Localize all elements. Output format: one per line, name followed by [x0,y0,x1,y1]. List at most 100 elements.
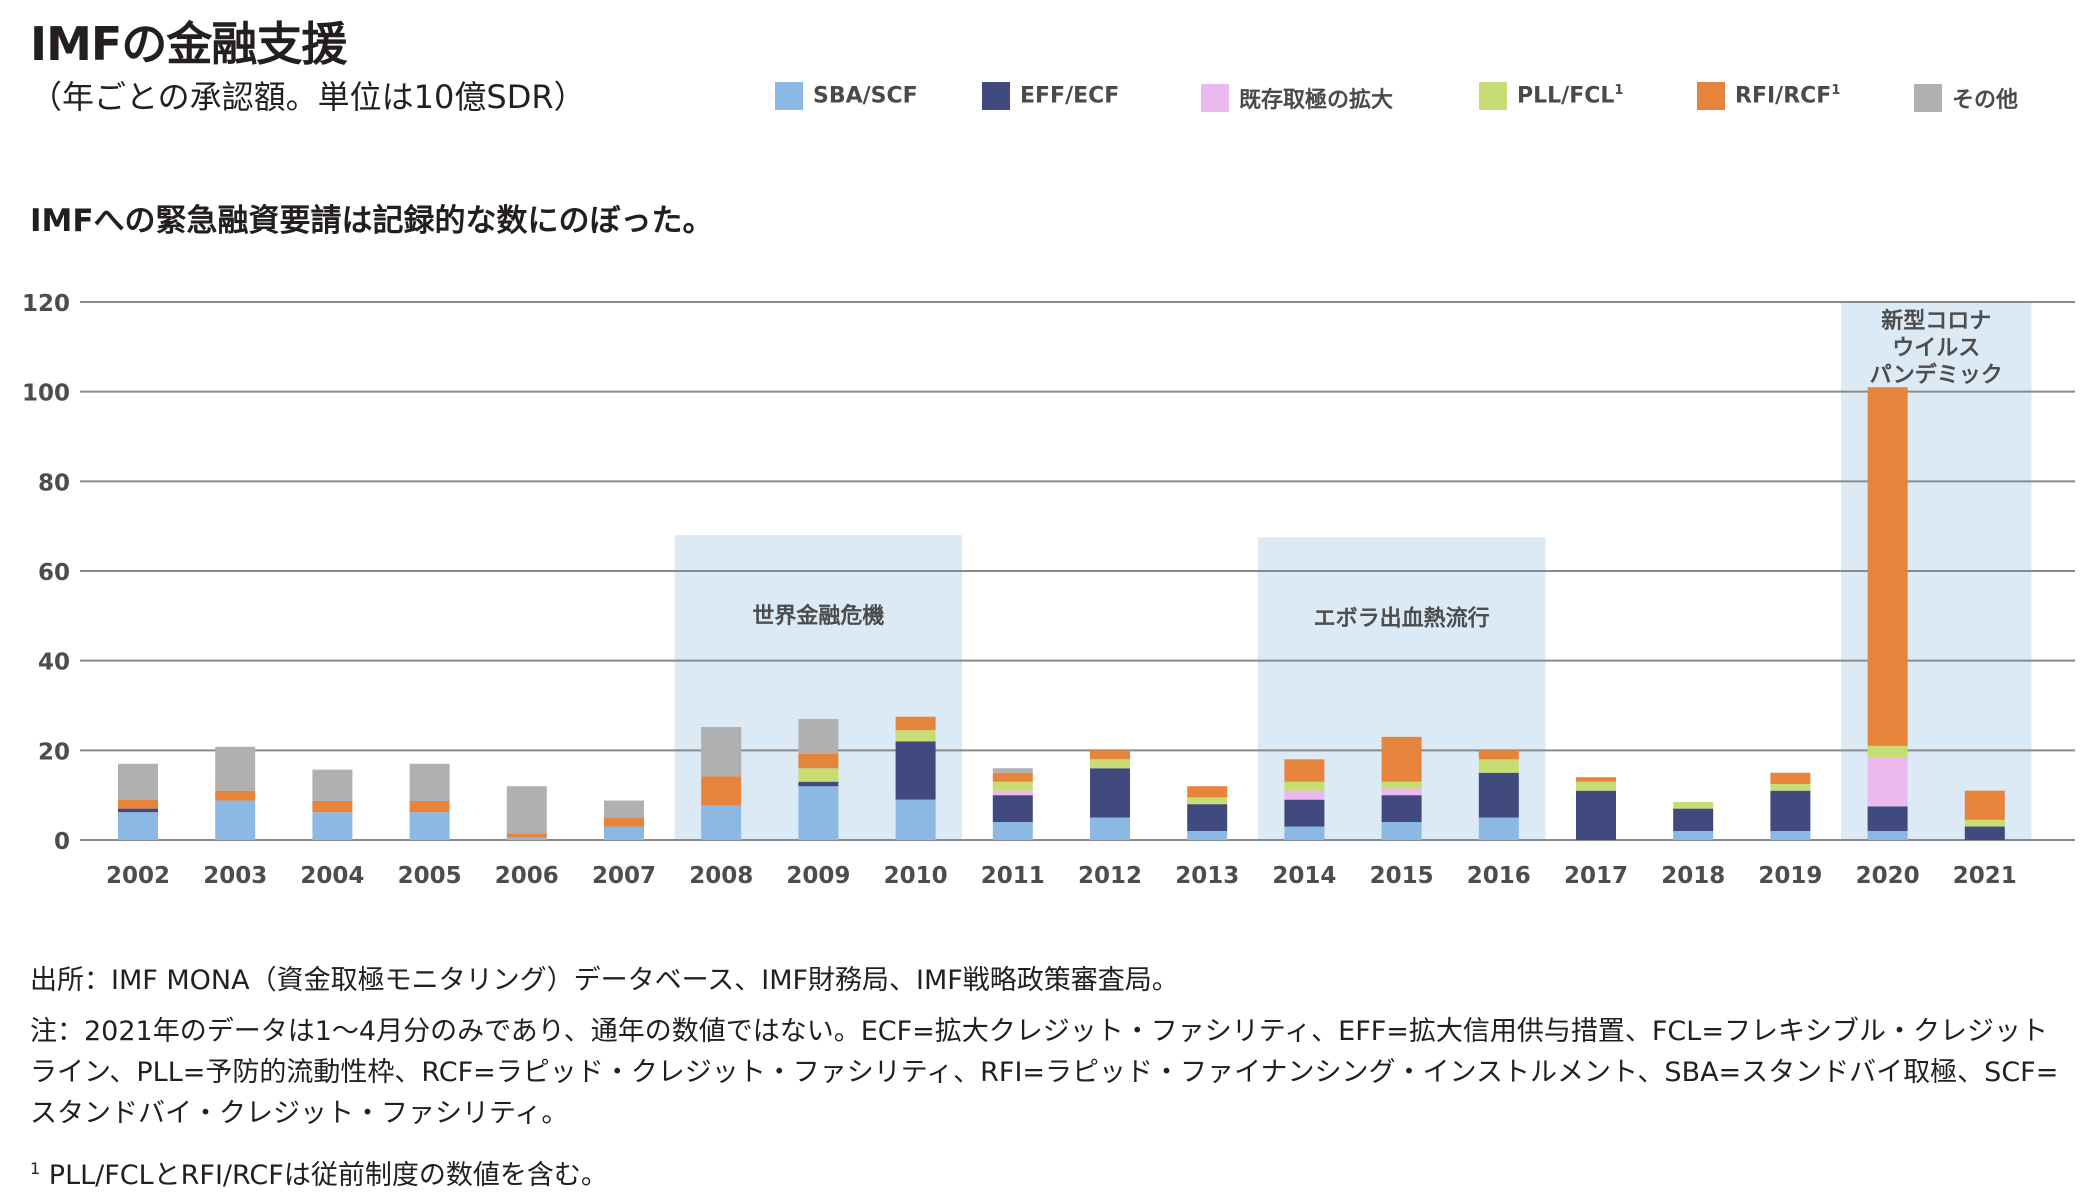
bar-segment [992,790,1033,796]
bar-segment [1187,786,1228,798]
bar-segment [992,795,1033,823]
bar-segment [1381,781,1422,789]
bar-segment [798,786,839,840]
legend-swatch [982,82,1010,110]
bar-segment [1867,757,1908,807]
legend-label: PLL/FCL1 [1517,83,1624,109]
abbreviation-note: 注：2021年のデータは1～4月分のみであり、通年の数値ではない。ECF=拡大ク… [30,1016,2059,1129]
x-tick-label: 2004 [300,863,364,889]
band-label: 世界金融危機 [752,603,884,629]
y-tick-label: 20 [38,739,70,765]
bar-segment [1284,826,1325,840]
x-tick-label: 2008 [689,863,753,889]
bar-segment [1673,801,1714,809]
legend-swatch [1479,82,1507,110]
bar-segment [1284,799,1325,827]
legend-label: EFF/ECF [1020,83,1120,109]
bar-segment [1964,790,2005,820]
y-tick-label: 120 [22,291,70,317]
legend-label: 既存取極の拡大 [1239,88,1394,113]
page-title: IMFの金融支援 [30,17,347,71]
bar-segment [1770,831,1811,840]
legend-label: RFI/RCF1 [1735,83,1841,109]
legend-item-eff-ecf: EFF/ECF [982,82,1119,110]
bar-segment [1770,772,1811,784]
x-tick-label: 2012 [1078,863,1142,889]
chart-notes: 出所：IMF MONA（資金取極モニタリング）データベース、IMF財務局、IMF… [30,960,2070,1144]
x-tick-label: 2021 [1953,863,2017,889]
bar-segment [215,790,256,801]
bar-segment [506,837,547,840]
bar-segment [1381,822,1422,840]
bar-segment [1284,781,1325,791]
x-tick-label: 2011 [981,863,1045,889]
legend-item-sba-scf: SBA/SCF [775,82,918,110]
footnote-text: PLL/FCLとRFI/RCFは従前制度の数値を含む。 [48,1160,608,1191]
bar-segment [701,727,742,777]
bar-segment [506,833,547,838]
bar-segment [1770,783,1811,791]
x-tick-label: 2007 [592,863,656,889]
legend-label: その他 [1952,88,2019,113]
bar-segment [506,786,547,834]
bar-segment [118,763,158,800]
bar-segment [1867,806,1908,832]
bar-segment [312,769,353,801]
y-tick-label: 40 [38,650,70,676]
bar-segment [1576,781,1616,791]
legend-item-rfi-rcf: RFI/RCF1 [1697,82,1840,110]
bar-segment [798,753,839,769]
bar-segment [798,781,839,787]
bar-segment [1478,759,1519,773]
bar-segment [1381,736,1422,782]
x-tick-label: 2017 [1564,863,1628,889]
legend-swatch [1697,82,1725,110]
bar-segment [992,772,1033,782]
bar-segment [701,805,742,840]
legend-item-extension: 既存取極の拡大 [1201,82,1393,114]
bar-segment [798,768,839,782]
bar-segment [1090,759,1130,769]
y-tick-label: 100 [22,381,70,407]
stacked-bar-chart: 0 20 40 60 80 100 120 2002 2003 2004 2005 2006 2007 2… [22,291,2075,889]
bar-segment [798,718,839,754]
bar-segment [1381,795,1422,823]
bar-segment [604,817,644,827]
bar-segment [118,808,158,813]
legend-swatch [1201,84,1229,112]
bar-segment [701,776,742,806]
bar-segment [1867,745,1908,758]
legend-item-other: その他 [1914,82,2018,114]
chart-legend: SBA/SCF EFF/ECF 既存取極の拡大 PLL/FCL1 RFI/RCF… [775,82,2075,122]
y-tick-label: 0 [54,829,70,855]
y-tick-label: 80 [38,470,70,496]
bar-segment [1284,759,1325,782]
x-tick-label: 2013 [1175,863,1239,889]
bar-segment [992,781,1033,791]
bar-segment [409,800,450,813]
bar-segment [312,800,353,813]
bar-segment [895,799,936,840]
source-note: 出所：IMF MONA（資金取極モニタリング）データベース、IMF財務局、IMF… [30,965,1179,996]
bar-segment [1964,819,2005,827]
bar-segment [118,799,158,809]
y-tick-label: 60 [38,560,70,586]
bar-segment [1673,808,1714,832]
legend-swatch [1914,84,1942,112]
bar-segment [1187,797,1228,805]
bar-segment [1187,831,1228,840]
x-tick-label: 2006 [495,863,559,889]
legend-swatch [775,82,803,110]
bar-segment [409,812,450,840]
bar-segment [895,741,936,800]
x-tick-label: 2015 [1370,863,1434,889]
bar-segment [1090,750,1130,760]
x-tick-label: 2018 [1661,863,1725,889]
bar-segment [1284,790,1325,800]
bar-segment [215,746,256,791]
bar-segment [1381,788,1422,796]
page-subtitle: （年ごとの承認額。単位は10億SDR） [30,78,586,116]
bar-segment [118,812,158,840]
x-tick-label: 2016 [1467,863,1531,889]
bar-segment [1478,772,1519,818]
